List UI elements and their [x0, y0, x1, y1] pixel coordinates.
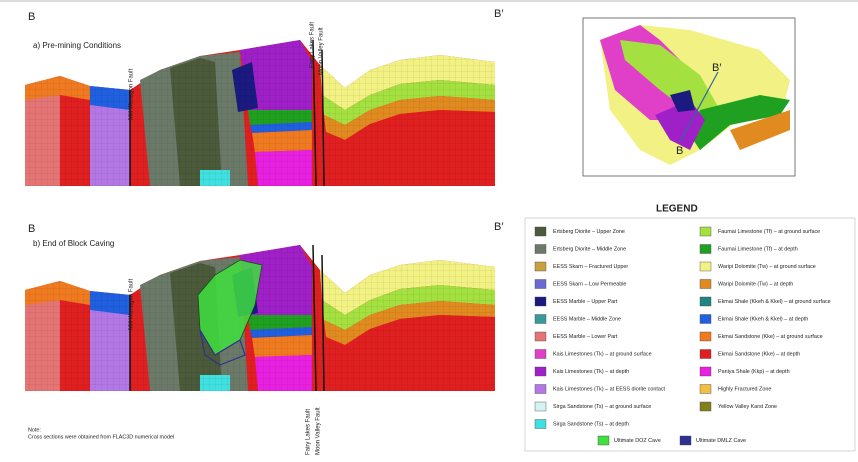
legend-swatch: [535, 297, 546, 306]
legend-label: Ekmai Shale (Kkeh & Kkel) – at ground su…: [718, 299, 831, 305]
map-label: B′: [712, 62, 721, 74]
legend-swatch: [700, 367, 711, 376]
legend-label: Highly Fractured Zone: [718, 386, 771, 392]
legend-swatch: [535, 332, 546, 341]
legend-label: Yellow Valley Karst Zone: [718, 404, 777, 410]
fault-label: Mill Wanagon Fault: [129, 69, 135, 120]
legend-label: Ultimate DOZ Cave: [614, 438, 661, 444]
legend-label: Waripi Dolomite (Tw) – at ground surface: [718, 264, 816, 270]
map-label: B: [676, 145, 683, 157]
legend-label: Sirga Sandstone (Ts) – at ground surface: [553, 404, 651, 410]
legend-swatch: [700, 402, 711, 411]
legend-label: EESS Skarn – Fractured Upper: [553, 264, 628, 270]
fault-label: Mill Wanagon Fault: [129, 279, 135, 330]
legend-swatch: [535, 262, 546, 271]
section-label: B: [28, 223, 35, 235]
legend-title: LEGEND: [656, 204, 698, 215]
legend-swatch: [700, 385, 711, 394]
section-label: B: [28, 11, 35, 23]
legend-swatch: [700, 262, 711, 271]
legend-label: Sirga Sandstone (Ts) – at depth: [553, 421, 629, 427]
legend-swatch: [680, 436, 691, 445]
note-text: Cross sections were obtained from FLAC3D…: [28, 434, 174, 440]
section-title: a) Pre-mining Conditions: [33, 41, 121, 50]
legend-label: Kais Limestones (Tk) – at EESS diorite c…: [553, 386, 666, 392]
legend-swatch: [700, 315, 711, 324]
legend-label: Ekmai Sandstone (Kke) – at ground surfac…: [718, 334, 823, 340]
legend-swatch: [535, 385, 546, 394]
section-title: b) End of Block Caving: [33, 239, 114, 248]
fault-label: Fairy Lakes Fault: [306, 409, 312, 455]
legend-swatch: [700, 245, 711, 254]
fault-label: Fairy Lakes Fault: [310, 22, 316, 68]
legend-swatch: [700, 332, 711, 341]
legend-swatch: [535, 420, 546, 429]
location-map: B′ B: [583, 18, 795, 176]
figure: B B′ a) Pre-mining Conditions Mill Wanag…: [0, 0, 858, 457]
fault-label: Moon Valley Fault: [316, 407, 322, 455]
note-heading: Note:: [28, 427, 41, 433]
legend-label: EESS Marble – Middle Zone: [553, 316, 621, 322]
legend-swatch: [535, 245, 546, 254]
legend-swatch: [535, 315, 546, 324]
legend-swatch: [535, 280, 546, 289]
legend: LEGEND Ertsberg Diorite – Upper Zone Erts…: [525, 204, 855, 451]
legend-swatch: [535, 367, 546, 376]
legend-label: Ekmai Sandstone (Kke) – at depth: [718, 351, 800, 357]
legend-swatch: [598, 436, 609, 445]
legend-label: Waripi Dolomite (Tw) – at depth: [718, 281, 793, 287]
legend-swatch: [700, 227, 711, 236]
legend-label: EESS Marble – Upper Part: [553, 299, 618, 305]
legend-label: Kais Limestones (Tk) – at ground surface: [553, 351, 652, 357]
legend-label: EESS Skarn – Low Permeable: [553, 281, 626, 287]
fault-label: Moon Valley Fault: [319, 27, 325, 75]
legend-swatch: [700, 297, 711, 306]
section-label: B′: [494, 8, 503, 20]
legend-label: Kais Limestones (Tk) – at depth: [553, 369, 629, 375]
legend-swatch: [535, 350, 546, 359]
legend-label: Ultimate DMLZ Cave: [696, 438, 746, 444]
legend-swatch: [700, 350, 711, 359]
section-label: B′: [494, 221, 503, 233]
legend-label: Paniya Shale (Kkp) – at depth: [718, 369, 790, 375]
legend-swatch: [535, 402, 546, 411]
legend-label: Ekmai Shale (Kkeh & Kkel) – at depth: [718, 316, 808, 322]
legend-label: Faumai Limestone (Tf) – at ground surfac…: [718, 229, 820, 235]
legend-label: Ertsberg Diorite – Upper Zone: [553, 229, 625, 235]
legend-label: Faumai Limestone (Tf) – at depth: [718, 246, 798, 252]
legend-swatch: [700, 280, 711, 289]
legend-label: EESS Marble – Lower Part: [553, 334, 618, 340]
legend-swatch: [535, 227, 546, 236]
legend-label: Ertsberg Diorite – Middle Zone: [553, 246, 626, 252]
